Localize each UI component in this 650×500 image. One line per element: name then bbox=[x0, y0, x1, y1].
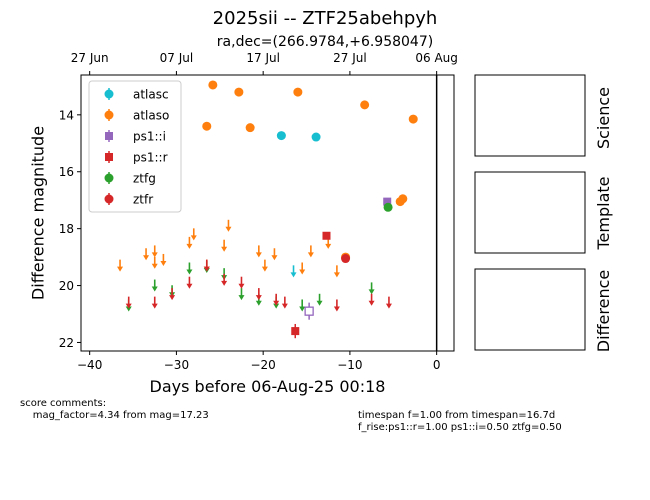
legend-marker bbox=[105, 153, 113, 161]
upper-limit-marker bbox=[160, 260, 167, 266]
upper-limit-marker bbox=[221, 280, 228, 286]
plot-frame bbox=[80, 74, 455, 352]
difference-panel bbox=[474, 268, 586, 351]
data-point bbox=[341, 254, 351, 264]
y-tick-label: 16 bbox=[59, 165, 74, 179]
upper-limit-marker bbox=[273, 303, 280, 309]
upper-limit-marker bbox=[333, 306, 340, 312]
x-axis-label: Days before 06-Aug-25 00:18 bbox=[149, 377, 386, 396]
upper-limit-marker bbox=[299, 306, 306, 312]
template-panel-label: Template bbox=[594, 176, 613, 250]
upper-limit-marker bbox=[186, 243, 193, 249]
difference-panel-label: Difference bbox=[594, 270, 613, 352]
upper-limit-marker bbox=[143, 255, 150, 261]
x-tick-label: −10 bbox=[337, 358, 362, 372]
science-panel bbox=[474, 74, 586, 157]
upper-limit-marker bbox=[281, 303, 288, 309]
data-point bbox=[322, 231, 331, 240]
x-tick-label: −40 bbox=[77, 358, 102, 372]
legend-label: atlaso bbox=[133, 109, 169, 123]
chart-title: 2025sii -- ZTF25abehpyh bbox=[212, 8, 438, 29]
upper-limit-marker bbox=[151, 252, 158, 258]
legend-marker bbox=[105, 132, 113, 140]
plot-area: −40 −30 −20 −10 0 14 16 18 20 22 27 Jun 07 Jul 17 Ju… bbox=[59, 51, 458, 372]
top-tick-label: 07 Jul bbox=[160, 51, 194, 65]
y-tick-label: 22 bbox=[59, 336, 74, 350]
upper-limit-marker bbox=[238, 295, 245, 301]
legend-label: ps1::r bbox=[133, 151, 168, 165]
upper-limit-marker bbox=[368, 289, 375, 295]
y-axis-label: Difference magnitude bbox=[28, 125, 48, 301]
upper-limit-marker bbox=[307, 252, 314, 258]
data-point bbox=[398, 194, 408, 204]
legend-marker bbox=[104, 173, 114, 183]
upper-limit-marker bbox=[190, 235, 197, 241]
upper-limit-marker bbox=[271, 255, 278, 261]
upper-limit-marker bbox=[290, 272, 297, 278]
chart-subtitle: ra,dec=(266.9784,+6.958047) bbox=[216, 34, 434, 50]
upper-limit-marker bbox=[325, 243, 332, 249]
upper-limit-marker bbox=[238, 283, 245, 289]
data-point bbox=[208, 80, 218, 90]
upper-limit-marker bbox=[333, 272, 340, 278]
data-point bbox=[234, 87, 244, 97]
upper-limit-marker bbox=[125, 303, 132, 309]
top-tick-label: 27 Jul bbox=[333, 51, 367, 65]
upper-limit-marker bbox=[117, 266, 124, 272]
science-panel-label: Science bbox=[594, 87, 613, 149]
legend-marker bbox=[104, 110, 114, 120]
x-tick-label: −30 bbox=[164, 358, 189, 372]
y-tick-label: 18 bbox=[59, 222, 74, 236]
data-point bbox=[383, 202, 393, 212]
legend-label: ztfg bbox=[133, 172, 156, 186]
upper-limit-marker bbox=[273, 300, 280, 306]
upper-limit-marker bbox=[255, 300, 262, 306]
legend-label: atlasc bbox=[133, 88, 169, 102]
upper-limit-marker bbox=[169, 295, 176, 301]
open-data-point bbox=[304, 306, 314, 316]
data-point bbox=[311, 132, 321, 142]
data-point bbox=[383, 197, 392, 206]
upper-limit-marker bbox=[186, 283, 193, 289]
upper-limit-marker bbox=[151, 286, 158, 292]
top-tick-label: 17 Jul bbox=[246, 51, 280, 65]
data-point bbox=[291, 327, 300, 336]
upper-limit-marker bbox=[385, 303, 392, 309]
data-point bbox=[293, 87, 303, 97]
upper-limit-marker bbox=[299, 269, 306, 275]
data-point bbox=[408, 114, 418, 124]
upper-limit-marker bbox=[125, 306, 132, 312]
upper-limit-marker bbox=[221, 246, 228, 252]
upper-limit-marker bbox=[261, 266, 268, 272]
data-point bbox=[245, 123, 255, 133]
legend-label: ps1::i bbox=[133, 130, 166, 144]
data-point bbox=[276, 131, 286, 141]
x-tick-label: −20 bbox=[250, 358, 275, 372]
data-point bbox=[202, 121, 212, 131]
x-tick-label: 0 bbox=[433, 358, 441, 372]
upper-limit-marker bbox=[316, 300, 323, 306]
template-panel bbox=[474, 171, 586, 254]
upper-limit-marker bbox=[368, 300, 375, 306]
top-tick-label: 27 Jun bbox=[71, 51, 109, 65]
upper-limit-marker bbox=[225, 226, 232, 232]
upper-limit-marker bbox=[186, 269, 193, 275]
upper-limit-marker bbox=[203, 266, 210, 272]
top-tick-label: 06 Aug bbox=[415, 51, 458, 65]
score-comments: score comments: mag_factor=4.34 from mag… bbox=[20, 398, 209, 421]
upper-limit-marker bbox=[255, 295, 262, 301]
y-tick-label: 14 bbox=[59, 108, 74, 122]
legend-marker bbox=[104, 89, 114, 99]
y-tick-label: 20 bbox=[59, 279, 74, 293]
upper-limit-marker bbox=[151, 263, 158, 269]
upper-limit-marker bbox=[151, 303, 158, 309]
legend-label: ztfr bbox=[133, 193, 153, 207]
timespan-comments: timespan f=1.00 from timespan=16.7d f_ri… bbox=[358, 410, 562, 433]
legend-marker bbox=[104, 194, 114, 204]
data-point bbox=[360, 100, 370, 110]
upper-limit-marker bbox=[255, 252, 262, 258]
